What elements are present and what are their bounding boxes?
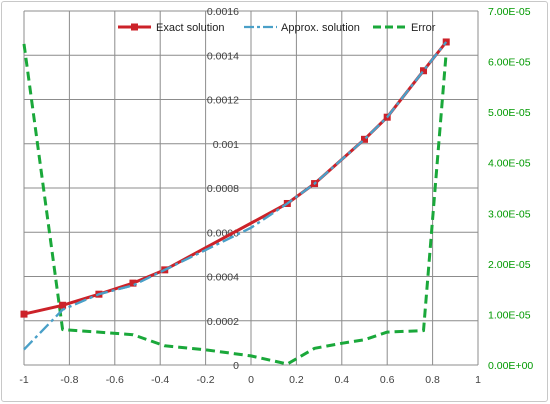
y2-tick-label: 5.00E-05 [488, 107, 531, 119]
y-tick-label: 0.0006 [207, 227, 239, 239]
series-group [20, 38, 450, 366]
x-tick-label: 0 [248, 374, 254, 386]
legend-marker-exact-solution [131, 23, 138, 31]
x-tick-label: -1 [19, 374, 28, 386]
y-tick-label: 0.0014 [207, 50, 239, 62]
legend-label-approx-solution: Approx. solution [281, 22, 360, 34]
data-point-exact-solution [361, 135, 368, 143]
x-tick-label: -0.6 [106, 374, 124, 386]
x-tick-label: 0.2 [289, 374, 304, 386]
y-tick-label: 0.0016 [207, 6, 239, 18]
data-point-exact-solution [59, 301, 67, 309]
y-tick-label: 0.001 [213, 139, 239, 151]
x-tick-label: -0.4 [151, 374, 169, 386]
y-tick-label: 0.0008 [207, 183, 239, 195]
y2-tick-label: 2.00E-05 [488, 259, 531, 271]
data-point-exact-solution [129, 279, 137, 287]
x-tick-label: 1 [475, 374, 481, 386]
series-line-error [22, 43, 448, 366]
grid [23, 10, 479, 366]
y2-tick-label: 3.00E-05 [488, 208, 531, 220]
x-tick-label: 0.8 [425, 374, 440, 386]
y-tick-label: 0.0004 [207, 272, 239, 284]
series-line-approx-solution [23, 41, 448, 351]
x-tick-label: -0.8 [60, 374, 78, 386]
data-point-exact-solution [420, 67, 428, 75]
y-tick-label: 0 [233, 360, 239, 372]
y2-tick-label: 1.00E-05 [488, 309, 531, 321]
y2-tick-label: 7.00E-05 [488, 6, 531, 18]
data-point-exact-solution [442, 38, 450, 46]
left-axis-ticks: 0 0.0002 0.0004 0.0006 0.0008 0.001 0.0012 0.00… [207, 6, 239, 372]
x-axis-ticks: -1 -0.8 -0.6 -0.4 -0.2 0 0.2 0.4 0.6 0.8 1 [19, 374, 481, 386]
legend: Exact solution Approx. solution Error [118, 22, 436, 34]
legend-label-error: Error [411, 22, 436, 34]
x-tick-label: 0.4 [334, 374, 349, 386]
legend-label-exact-solution: Exact solution [156, 22, 224, 34]
data-point-exact-solution [20, 310, 28, 318]
y-tick-label: 0.0002 [207, 316, 239, 328]
y2-tick-label: 4.00E-05 [488, 158, 531, 170]
y-tick-label: 0.0012 [207, 95, 239, 107]
y2-tick-label: 0.00E+00 [488, 360, 533, 372]
right-axis-ticks: 0.00E+00 1.00E-05 2.00E-05 3.00E-05 4.00E-05… [488, 6, 533, 372]
x-tick-label: -0.2 [197, 374, 215, 386]
y2-tick-label: 6.00E-05 [488, 57, 531, 69]
x-tick-label: 0.6 [380, 374, 395, 386]
series-line-approx-overlay [23, 41, 448, 351]
